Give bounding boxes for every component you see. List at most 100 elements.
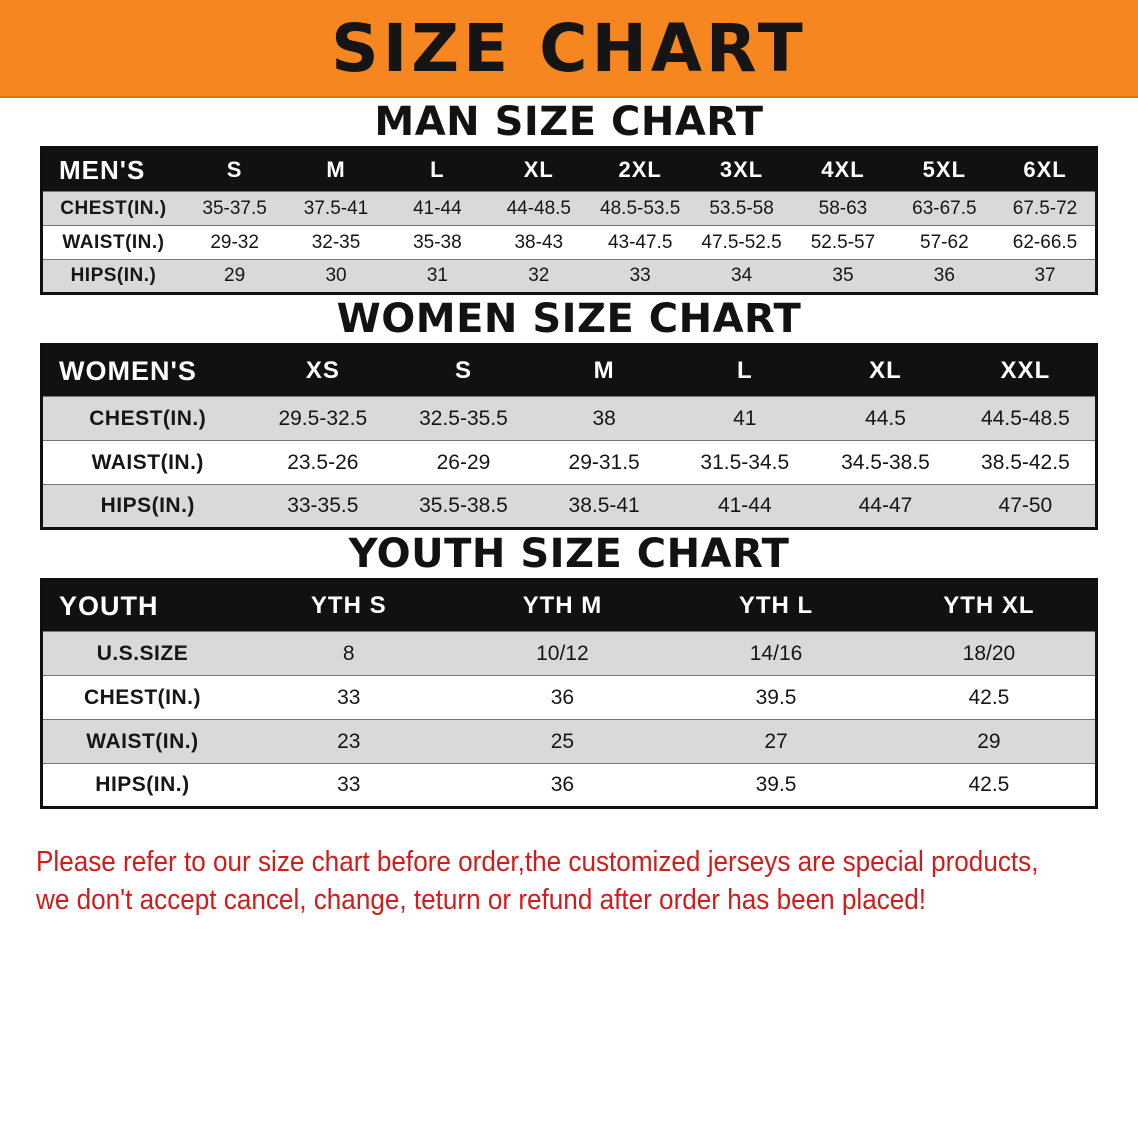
disclaimer: Please refer to our size chart before or… — [36, 843, 1138, 920]
size-value: 52.5-57 — [792, 225, 894, 260]
size-column-header: YTH XL — [882, 579, 1097, 632]
size-value: 26-29 — [393, 440, 534, 485]
size-value: 48.5-53.5 — [589, 191, 691, 226]
size-value: 43-47.5 — [589, 225, 691, 260]
row-label: WAIST(IN.) — [41, 719, 242, 764]
size-value: 44.5 — [815, 396, 956, 441]
row-label: HIPS(IN.) — [41, 484, 253, 529]
size-column-header: 4XL — [792, 147, 894, 192]
row-label: WAIST(IN.) — [41, 225, 184, 260]
size-value: 35 — [792, 259, 894, 294]
row-label: HIPS(IN.) — [41, 763, 242, 808]
mens-size-table: MEN'S S M L XL 2XL 3XL 4XL 5XL 6XL CHEST(IN.) 35-3… — [40, 146, 1098, 295]
size-value: 33-35.5 — [252, 484, 394, 529]
size-value: 36 — [455, 763, 670, 808]
row-label: WAIST(IN.) — [41, 440, 253, 485]
womens-size-table: WOMEN'S XS S M L XL XXL CHEST(IN.) 29.5-32.5 32.… — [40, 343, 1098, 530]
size-value: 44-48.5 — [488, 191, 590, 226]
size-value: 37 — [995, 259, 1097, 294]
size-column-header: YTH S — [241, 579, 456, 632]
size-value: 57-62 — [893, 225, 996, 260]
size-value: 41-44 — [386, 191, 489, 226]
table-row: WAIST(IN.) 23.5-26 26-29 29-31.5 31.5-34.5 34… — [41, 440, 1097, 485]
table-header-row: WOMEN'S XS S M L XL XXL — [41, 344, 1097, 397]
size-column-header: L — [386, 147, 489, 192]
size-value: 25 — [455, 719, 670, 764]
table-head: MEN'S S M L XL 2XL 3XL 4XL 5XL 6XL — [41, 147, 1097, 192]
size-value: 33 — [589, 259, 691, 294]
size-value: 38-43 — [488, 225, 590, 260]
size-value: 32 — [488, 259, 590, 294]
table-body: CHEST(IN.) 35-37.5 37.5-41 41-44 44-48.5 48.5… — [41, 191, 1097, 294]
size-chart-page: SIZE CHART MAN SIZE CHART MEN'S S M L XL 2XL 3… — [0, 0, 1138, 920]
size-value: 62-66.5 — [995, 225, 1097, 260]
size-value: 58-63 — [792, 191, 894, 226]
size-value: 42.5 — [882, 763, 1097, 808]
size-column-header: 2XL — [589, 147, 691, 192]
table-head: WOMEN'S XS S M L XL XXL — [41, 344, 1097, 397]
size-column-header: M — [285, 147, 387, 192]
size-column-header: 3XL — [690, 147, 793, 192]
size-value: 30 — [285, 259, 387, 294]
size-value: 31.5-34.5 — [674, 440, 816, 485]
size-value: 32-35 — [285, 225, 387, 260]
table-body: CHEST(IN.) 29.5-32.5 32.5-35.5 38 41 44.5 44.5… — [41, 396, 1097, 529]
size-value: 41 — [674, 396, 816, 441]
size-value: 35-38 — [386, 225, 489, 260]
size-column-header: 5XL — [893, 147, 996, 192]
table-body: U.S.SIZE 8 10/12 14/16 18/20 CHEST(IN.) 33 36 39… — [41, 631, 1097, 808]
disclaimer-line-1: Please refer to our size chart before or… — [36, 846, 1039, 878]
size-value: 29 — [183, 259, 286, 294]
size-column-header: XXL — [955, 344, 1097, 397]
table-row: WAIST(IN.) 29-32 32-35 35-38 38-43 43-47.5 47.… — [41, 225, 1097, 260]
women-size-chart-heading: WOMEN SIZE CHART — [336, 296, 802, 342]
size-value: 18/20 — [882, 631, 1097, 676]
size-column-header: XL — [815, 344, 956, 397]
size-value: 29 — [882, 719, 1097, 764]
banner: SIZE CHART — [0, 0, 1138, 98]
size-value: 63-67.5 — [893, 191, 996, 226]
size-value: 37.5-41 — [285, 191, 387, 226]
table-corner-label: YOUTH — [41, 579, 242, 632]
size-value: 8 — [241, 631, 456, 676]
size-value: 35.5-38.5 — [393, 484, 534, 529]
youth-size-chart-section: YOUTH SIZE CHART YOUTH YTH S YTH M YTH L YTH… — [0, 530, 1138, 809]
size-value: 23.5-26 — [252, 440, 394, 485]
size-value: 33 — [241, 763, 456, 808]
man-size-chart-heading: MAN SIZE CHART — [374, 99, 764, 145]
size-value: 47.5-52.5 — [690, 225, 793, 260]
row-label: CHEST(IN.) — [41, 191, 184, 226]
size-value: 10/12 — [455, 631, 670, 676]
youth-size-chart-heading: YOUTH SIZE CHART — [348, 531, 790, 577]
table-row: CHEST(IN.) 35-37.5 37.5-41 41-44 44-48.5 48.5… — [41, 191, 1097, 226]
size-value: 47-50 — [955, 484, 1097, 529]
size-column-header: S — [393, 344, 534, 397]
size-column-header: YTH L — [669, 579, 883, 632]
women-size-chart-section: WOMEN SIZE CHART WOMEN'S XS S M L XL XXL CHEST… — [0, 295, 1138, 530]
size-value: 38.5-42.5 — [955, 440, 1097, 485]
table-row: CHEST(IN.) 33 36 39.5 42.5 — [41, 675, 1097, 720]
size-value: 44-47 — [815, 484, 956, 529]
table-header-row: MEN'S S M L XL 2XL 3XL 4XL 5XL 6XL — [41, 147, 1097, 192]
size-value: 38 — [533, 396, 675, 441]
size-value: 29-32 — [183, 225, 286, 260]
size-value: 14/16 — [669, 631, 883, 676]
youth-size-table: YOUTH YTH S YTH M YTH L YTH XL U.S.SIZE 8 10/1… — [40, 578, 1098, 809]
size-column-header: 6XL — [995, 147, 1097, 192]
size-column-header: L — [674, 344, 816, 397]
disclaimer-line-2: we don't accept cancel, change, teturn o… — [36, 884, 927, 917]
size-column-header: M — [533, 344, 675, 397]
size-value: 53.5-58 — [690, 191, 793, 226]
size-value: 27 — [669, 719, 883, 764]
size-value: 42.5 — [882, 675, 1097, 720]
row-label: HIPS(IN.) — [41, 259, 184, 294]
size-value: 44.5-48.5 — [955, 396, 1097, 441]
size-value: 32.5-35.5 — [393, 396, 534, 441]
size-value: 39.5 — [669, 675, 883, 720]
size-value: 36 — [893, 259, 996, 294]
table-row: WAIST(IN.) 23 25 27 29 — [41, 719, 1097, 764]
row-label: CHEST(IN.) — [41, 396, 253, 441]
table-row: U.S.SIZE 8 10/12 14/16 18/20 — [41, 631, 1097, 676]
size-value: 35-37.5 — [183, 191, 286, 226]
row-label: U.S.SIZE — [41, 631, 242, 676]
